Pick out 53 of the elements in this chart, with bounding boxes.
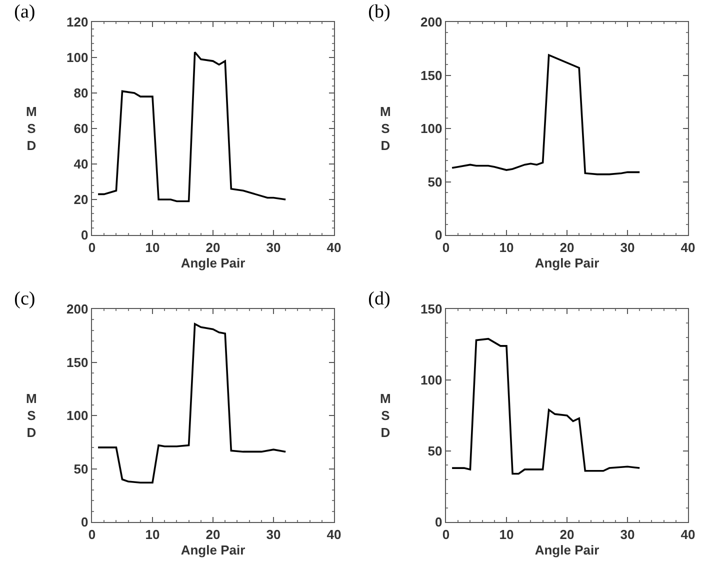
- y-tick-label: 60: [74, 121, 88, 136]
- x-tick-label: 20: [560, 240, 574, 255]
- y-tick-label: 150: [420, 68, 442, 83]
- line-series: [451, 338, 640, 475]
- chart-title: (b): [368, 2, 390, 23]
- y-tick-label: 0: [80, 514, 88, 530]
- x-tick-label: 20: [206, 526, 220, 542]
- y-tick-label: 0: [80, 228, 88, 243]
- y-tick-label: 100: [66, 50, 88, 66]
- y-tick-label: 100: [420, 121, 442, 136]
- x-axis-title: Angle Pair: [534, 542, 600, 558]
- x-tick-label: 20: [206, 240, 220, 255]
- y-axis-title: MSD: [26, 391, 37, 440]
- x-tick-label: 10: [499, 526, 514, 542]
- x-tick-label: 40: [326, 240, 342, 255]
- y-axis-title: MSD: [26, 104, 37, 153]
- y-tick-label: 20: [74, 192, 88, 208]
- x-axis-title: Angle Pair: [534, 255, 600, 270]
- chart-title: (c): [14, 288, 36, 310]
- y-tick-label: 50: [428, 174, 442, 190]
- y-tick-label: 100: [66, 408, 88, 424]
- x-tick-label: 10: [145, 240, 160, 255]
- y-axis-title: MSD: [380, 104, 391, 153]
- x-tick-label: 30: [620, 526, 635, 542]
- chart-title: (d): [368, 288, 390, 310]
- y-axis-title: MSD: [380, 391, 391, 440]
- x-axis-title: Angle Pair: [180, 542, 246, 558]
- line-series: [451, 54, 640, 176]
- x-tick-label: 40: [680, 526, 696, 542]
- x-tick-label: 20: [560, 526, 574, 542]
- y-tick-label: 200: [66, 302, 88, 317]
- y-tick-label: 200: [420, 14, 442, 30]
- x-axis-title: Angle Pair: [180, 255, 246, 270]
- y-tick-label: 150: [66, 354, 88, 370]
- x-tick-label: 40: [326, 526, 342, 542]
- x-tick-label: 30: [266, 526, 281, 542]
- y-tick-label: 100: [420, 372, 442, 388]
- line-series: [97, 323, 286, 484]
- y-tick-label: 50: [428, 444, 442, 459]
- x-tick-label: 10: [499, 240, 514, 255]
- y-tick-label: 150: [420, 302, 442, 317]
- x-tick-label: 10: [145, 526, 160, 542]
- y-tick-label: 120: [66, 14, 88, 30]
- line-series: [97, 51, 286, 202]
- x-tick-label: 30: [266, 240, 281, 255]
- y-tick-label: 80: [74, 86, 88, 101]
- x-tick-label: 30: [620, 240, 635, 255]
- x-tick-label: 40: [680, 240, 696, 255]
- y-tick-label: 40: [74, 156, 88, 172]
- y-tick-label: 0: [434, 228, 442, 243]
- y-tick-label: 0: [434, 514, 442, 530]
- y-tick-label: 50: [74, 461, 88, 476]
- chart-title: (a): [14, 2, 36, 23]
